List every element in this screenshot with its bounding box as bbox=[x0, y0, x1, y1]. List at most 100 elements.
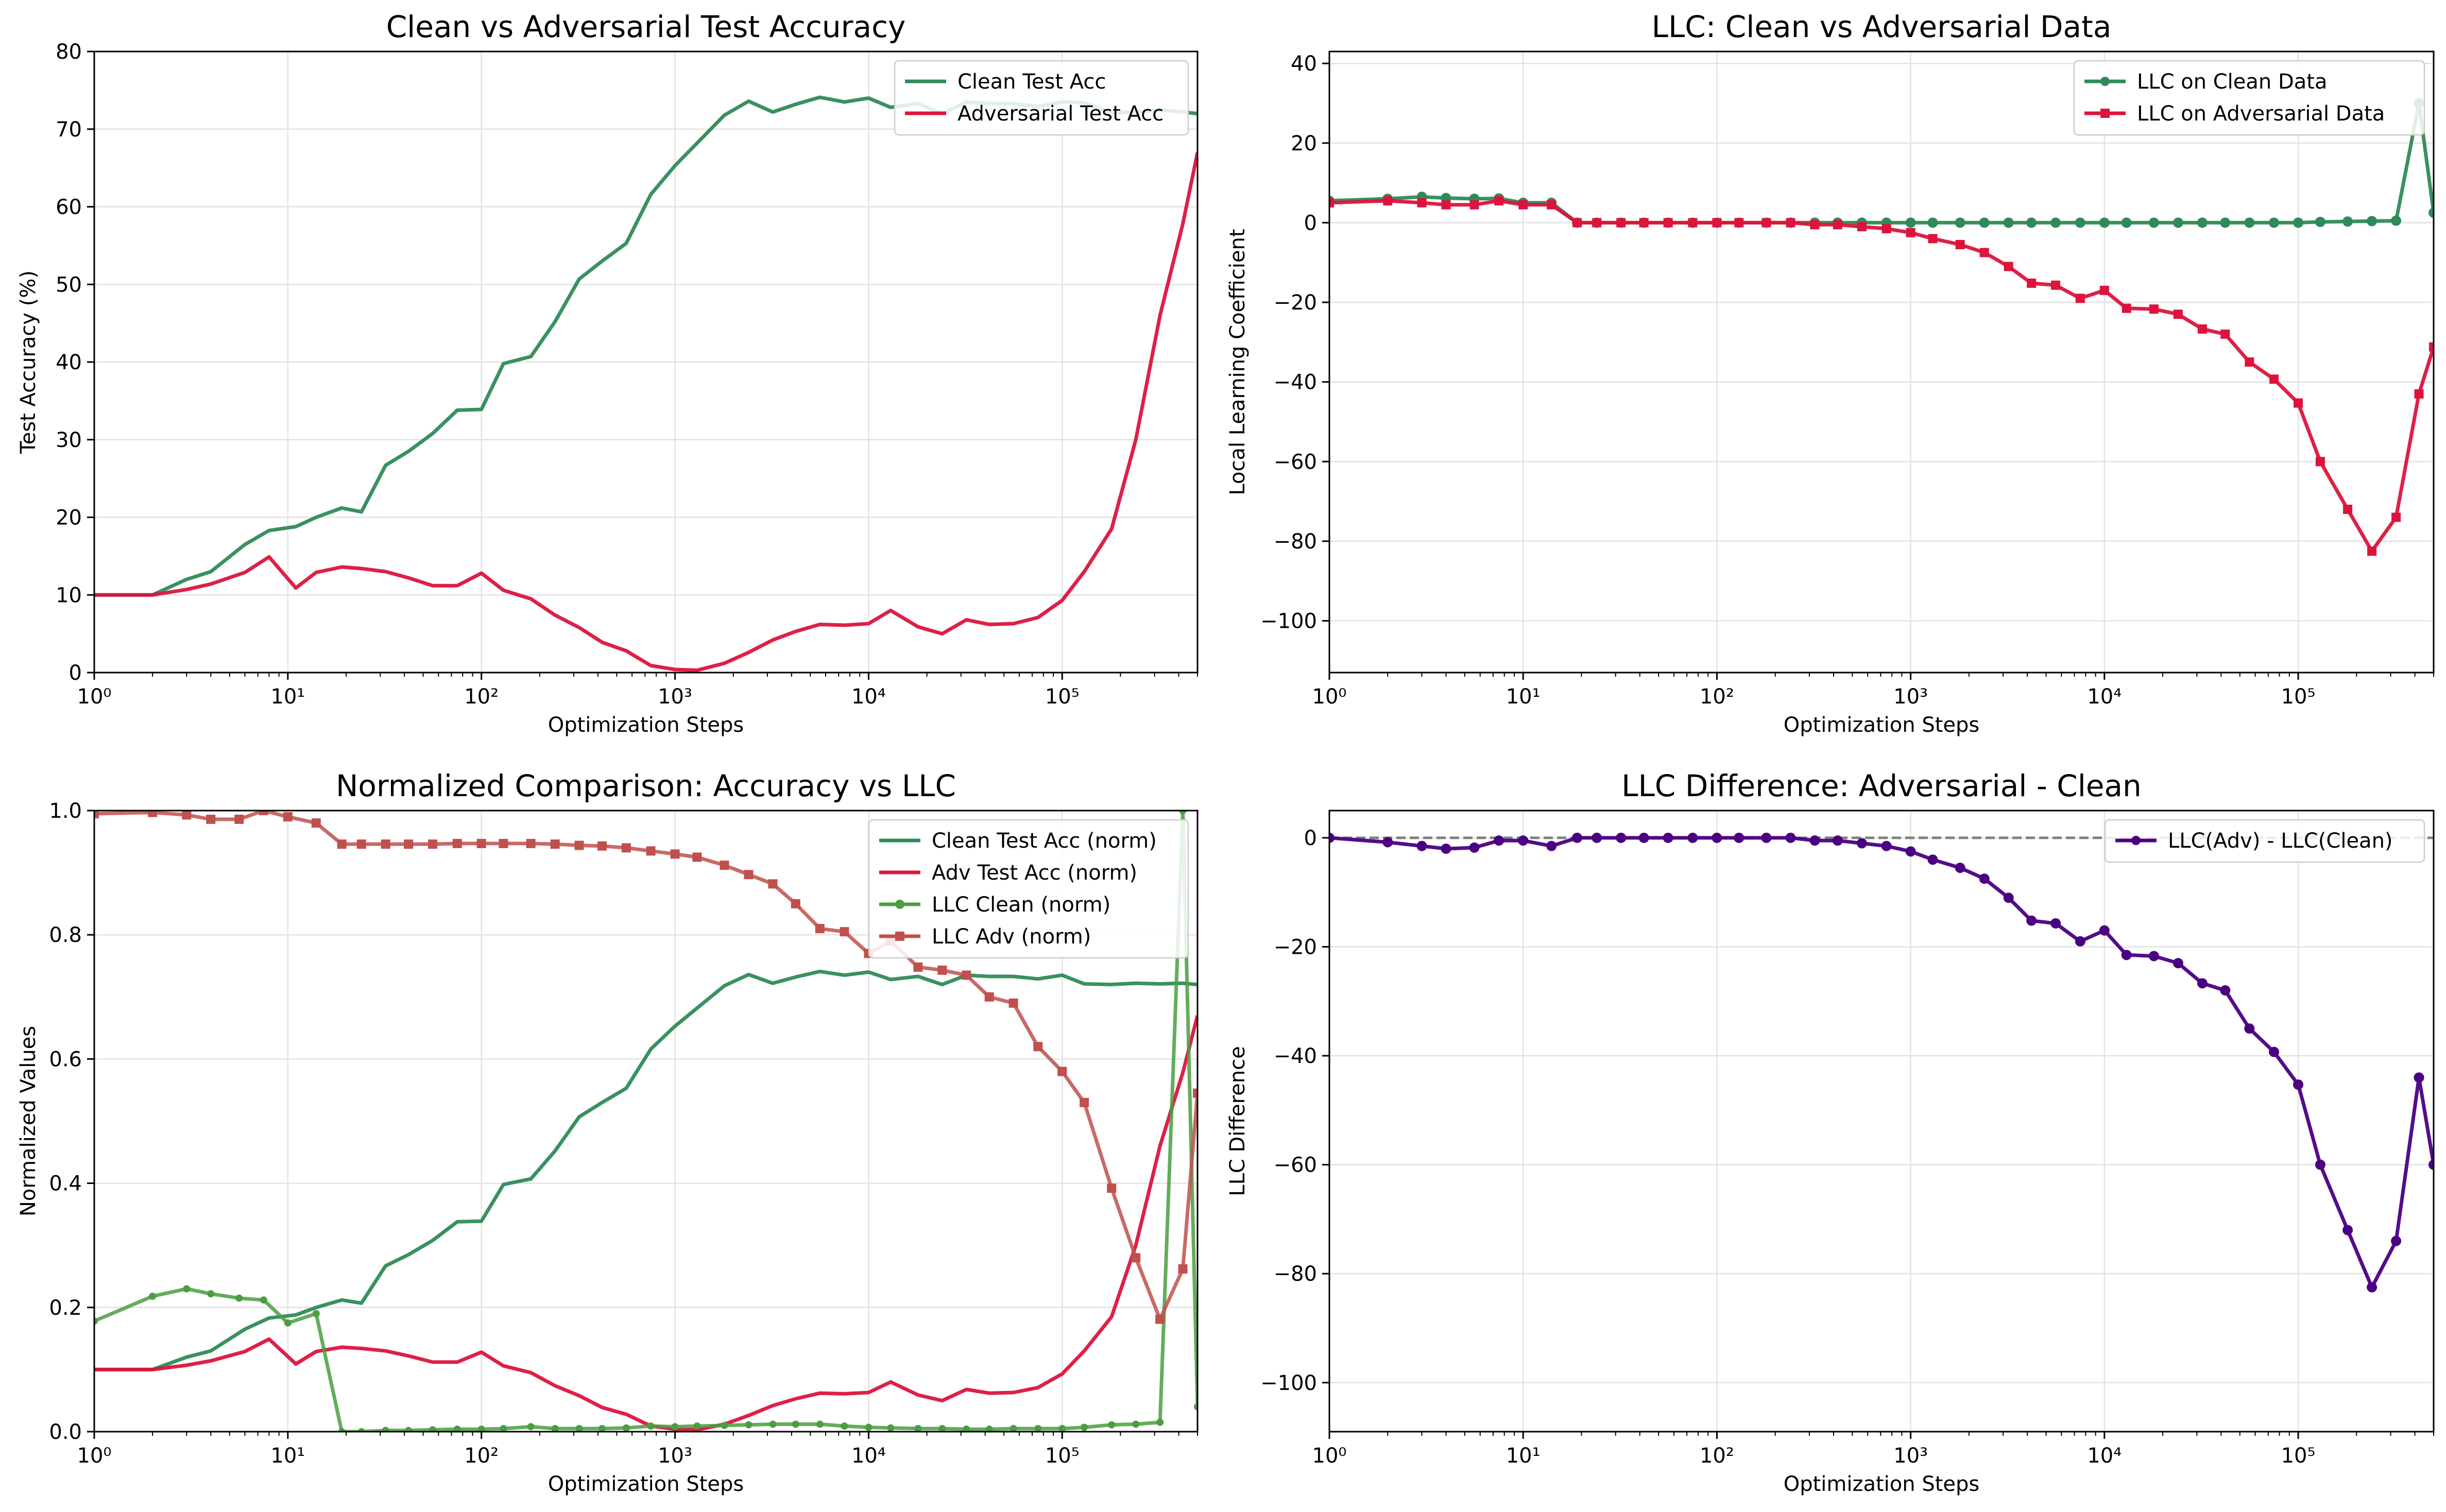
data-point bbox=[428, 839, 438, 849]
y-tick-label: 10 bbox=[56, 583, 82, 607]
data-point bbox=[1734, 832, 1744, 843]
y-tick-label: 80 bbox=[56, 40, 82, 64]
data-point bbox=[791, 899, 800, 908]
data-point bbox=[94, 811, 99, 819]
data-point bbox=[1955, 239, 1965, 249]
data-point bbox=[404, 839, 414, 849]
data-point bbox=[671, 1423, 679, 1431]
data-point bbox=[1979, 248, 1989, 257]
data-point bbox=[1663, 832, 1673, 843]
x-tick-label: 10⁴ bbox=[2087, 1444, 2122, 1468]
y-tick-label: 30 bbox=[56, 428, 82, 452]
data-point bbox=[693, 1422, 701, 1430]
data-point bbox=[1592, 218, 1602, 228]
data-point bbox=[1329, 198, 1334, 208]
data-point bbox=[646, 846, 656, 856]
data-point bbox=[1712, 218, 1722, 228]
legend-label: Clean Test Acc (norm) bbox=[932, 829, 1157, 853]
data-point bbox=[357, 1428, 365, 1432]
data-point bbox=[1155, 1314, 1165, 1324]
data-point bbox=[2173, 958, 2183, 969]
chart-title: LLC Difference: Adversarial - Clean bbox=[1621, 768, 2142, 803]
y-axis-label: Normalized Values bbox=[16, 1026, 40, 1216]
data-point bbox=[2269, 374, 2279, 384]
data-point bbox=[2315, 1159, 2325, 1170]
data-point bbox=[235, 1294, 243, 1302]
data-point bbox=[2197, 217, 2208, 228]
data-point bbox=[914, 1424, 922, 1432]
y-tick-label: 40 bbox=[1291, 52, 1317, 76]
data-point bbox=[1955, 863, 1965, 873]
x-axis: 10⁰ 10¹ 10² 10³ 10⁴ 10⁵ bbox=[77, 673, 1198, 709]
data-point bbox=[283, 812, 293, 822]
data-point bbox=[2342, 216, 2353, 227]
data-point bbox=[622, 1424, 630, 1432]
data-point bbox=[149, 1293, 157, 1300]
data-point bbox=[840, 927, 849, 937]
data-point bbox=[2343, 505, 2353, 514]
legend-label: LLC(Adv) - LLC(Clean) bbox=[2168, 829, 2393, 853]
data-point bbox=[2414, 1072, 2424, 1083]
data-point bbox=[312, 1310, 320, 1317]
data-point bbox=[2050, 217, 2061, 228]
x-axis: 10⁰ 10¹ 10² 10³ 10⁴ 10⁵ bbox=[1312, 673, 2434, 709]
data-point bbox=[2099, 925, 2110, 936]
data-point bbox=[1905, 846, 1916, 857]
y-axis: −100 −80 −60 −40 −20 0 20 40 bbox=[1260, 52, 1329, 633]
data-point bbox=[337, 839, 347, 849]
legend-label: LLC on Adversarial Data bbox=[2137, 102, 2385, 126]
legend: Clean Test Acc (norm) Adv Test Acc (norm)… bbox=[868, 819, 1189, 959]
y-tick-label: −100 bbox=[1260, 1371, 1317, 1395]
y-tick-label: 0 bbox=[69, 661, 82, 685]
series-0 bbox=[1329, 832, 2434, 1293]
x-tick-label: 10¹ bbox=[270, 685, 305, 709]
data-point bbox=[453, 1425, 461, 1432]
x-tick-label: 10⁵ bbox=[2281, 1444, 2316, 1468]
data-point bbox=[2026, 217, 2037, 228]
data-point bbox=[1856, 838, 1867, 849]
series-2 bbox=[94, 811, 1198, 1432]
series-line bbox=[94, 969, 1198, 1371]
data-point bbox=[985, 1425, 993, 1432]
data-point bbox=[338, 1428, 346, 1432]
data-point bbox=[2003, 892, 2014, 903]
data-point bbox=[405, 1427, 413, 1432]
y-tick-label: 0.4 bbox=[49, 1172, 82, 1196]
x-tick-label: 10¹ bbox=[270, 1444, 305, 1468]
y-tick-label: 50 bbox=[56, 273, 82, 297]
data-point bbox=[1857, 222, 1867, 232]
data-point bbox=[381, 839, 390, 849]
data-point bbox=[1494, 196, 1504, 205]
y-tick-label: −40 bbox=[1274, 371, 1317, 394]
data-point bbox=[2027, 278, 2037, 288]
legend: Clean Test Acc Adversarial Test Acc bbox=[894, 60, 1189, 136]
data-point bbox=[1416, 840, 1427, 851]
data-point bbox=[182, 811, 192, 820]
data-point bbox=[311, 818, 321, 828]
y-tick-label: 1.0 bbox=[49, 799, 82, 823]
data-point bbox=[2428, 1159, 2434, 1170]
x-axis-label: Optimization Steps bbox=[1784, 713, 1980, 737]
chart-title: Normalized Comparison: Accuracy vs LLC bbox=[336, 768, 956, 803]
data-point bbox=[356, 839, 366, 849]
data-point bbox=[2149, 304, 2159, 314]
x-axis-label: Optimization Steps bbox=[548, 713, 744, 737]
y-tick-label: 60 bbox=[56, 196, 82, 219]
data-point bbox=[2148, 951, 2159, 961]
data-point bbox=[647, 1422, 655, 1430]
data-point bbox=[1761, 832, 1772, 843]
data-point bbox=[2294, 398, 2303, 408]
data-point bbox=[1712, 832, 1722, 843]
data-point bbox=[2026, 915, 2037, 926]
data-point bbox=[2315, 457, 2325, 467]
data-point bbox=[1080, 1097, 1089, 1107]
y-tick-label: −60 bbox=[1274, 450, 1317, 474]
data-point bbox=[1441, 844, 1451, 854]
plot-area bbox=[94, 811, 1198, 1432]
data-point bbox=[938, 1424, 946, 1432]
y-axis: 0.0 0.2 0.4 0.6 0.8 1.0 bbox=[49, 799, 94, 1444]
data-point bbox=[1955, 217, 1965, 228]
y-axis-label: Local Learning Coefficient bbox=[1226, 229, 1250, 495]
data-point bbox=[2391, 215, 2402, 226]
y-tick-label: 20 bbox=[1291, 132, 1317, 156]
